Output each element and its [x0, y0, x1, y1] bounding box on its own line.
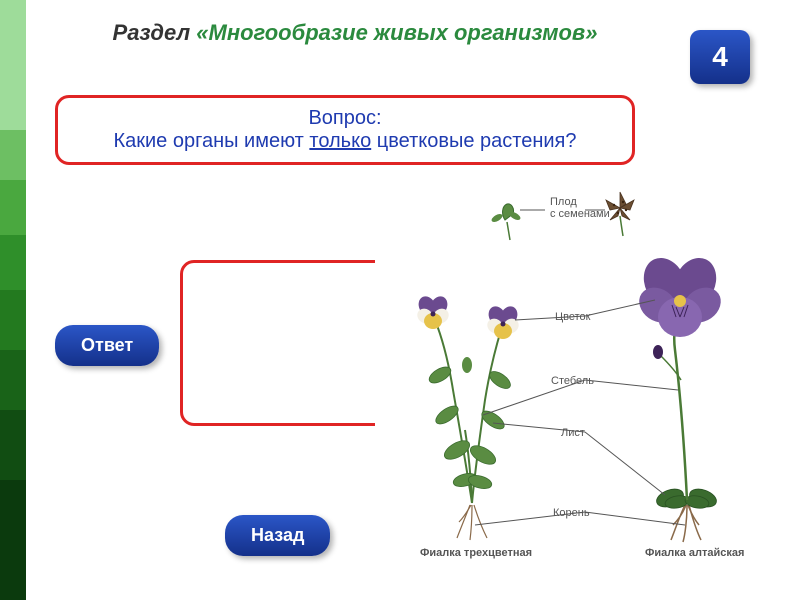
q-before: Какие органы имеют [113, 130, 309, 152]
caption-right: Фиалка алтайская [645, 547, 744, 559]
answer-button-label: Ответ [81, 335, 133, 355]
label-seeds: с семенами [550, 208, 610, 220]
violet-altai [632, 251, 727, 542]
back-button-label: Назад [251, 525, 304, 545]
q-after: цветковые растения? [371, 130, 576, 152]
label-leaf: Лист [561, 427, 585, 439]
slide-number-badge: 4 [690, 30, 750, 84]
question-box: Вопрос: Какие органы имеют только цветко… [55, 95, 635, 165]
title-green: «Многообразие живых организмов» [196, 20, 597, 45]
slide-number: 4 [712, 41, 728, 73]
label-stem: Стебель [551, 375, 594, 387]
answer-button[interactable]: Ответ [55, 325, 159, 366]
title-prefix: Раздел [113, 20, 197, 45]
caption-left: Фиалка трехцветная [420, 547, 532, 559]
back-button[interactable]: Назад [225, 515, 330, 556]
label-flower: Цветок [555, 311, 591, 323]
question-heading: Вопрос: [308, 107, 381, 130]
q-underlined: только [309, 130, 371, 152]
violet-tricolor [414, 294, 521, 540]
answer-placeholder-box [180, 260, 401, 426]
question-text: Какие органы имеют только цветковые раст… [113, 130, 576, 153]
side-gradient-decoration [0, 0, 26, 600]
plant-diagram: Плод с семенами Цветок Стебель Лист Коре… [375, 180, 770, 560]
label-fruit: Плод [550, 196, 577, 208]
section-title: Раздел «Многообразие живых организмов» [110, 20, 600, 46]
label-lines [475, 210, 685, 525]
label-root: Корень [553, 507, 590, 519]
